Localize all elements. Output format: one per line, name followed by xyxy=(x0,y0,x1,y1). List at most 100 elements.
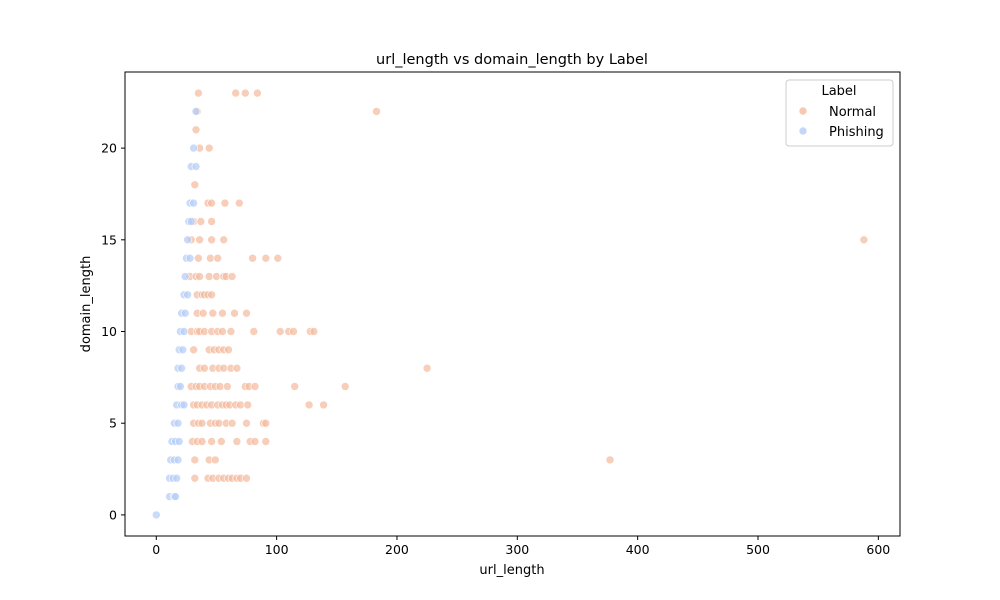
point-normal xyxy=(224,345,233,355)
point-phishing xyxy=(183,235,192,245)
point-normal xyxy=(250,382,260,391)
point-normal xyxy=(304,400,314,410)
point-normal xyxy=(198,308,208,318)
point-normal xyxy=(249,327,259,336)
point-normal xyxy=(422,363,432,373)
y-tick-label: 10 xyxy=(101,324,117,339)
point-normal xyxy=(190,473,200,483)
legend-box xyxy=(785,79,894,147)
point-normal xyxy=(207,198,216,208)
x-tick-label: 600 xyxy=(866,542,890,557)
point-normal xyxy=(208,308,218,318)
point-normal xyxy=(232,363,242,373)
point-phishing xyxy=(191,162,201,171)
point-normal xyxy=(200,327,209,336)
point-normal xyxy=(289,327,298,336)
point-phishing xyxy=(173,455,183,465)
point-normal xyxy=(191,125,201,135)
point-phishing xyxy=(183,290,192,300)
y-axis-label: domain_length xyxy=(79,256,94,353)
point-phishing xyxy=(178,345,188,355)
point-normal xyxy=(220,198,230,208)
point-normal xyxy=(194,253,203,263)
chart-title: url_length vs domain_length by Label xyxy=(376,52,648,68)
point-normal xyxy=(273,253,283,263)
point-normal xyxy=(189,345,198,355)
point-phishing xyxy=(177,363,186,373)
series-phishing xyxy=(152,107,201,520)
point-phishing xyxy=(152,510,161,520)
point-normal xyxy=(190,455,200,465)
x-tick-label: 0 xyxy=(152,542,160,557)
legend-marker-phishing xyxy=(798,126,808,136)
point-normal xyxy=(227,418,237,428)
point-normal xyxy=(190,180,200,190)
x-tick-label: 500 xyxy=(746,542,770,557)
point-normal xyxy=(217,437,226,446)
point-phishing xyxy=(180,272,190,281)
point-phishing xyxy=(185,253,195,263)
point-normal xyxy=(261,418,271,428)
x-tick-label: 400 xyxy=(626,542,650,557)
point-phishing xyxy=(172,473,181,483)
point-phishing xyxy=(171,492,180,501)
point-normal xyxy=(235,198,244,208)
plot-frame xyxy=(124,71,901,537)
point-normal xyxy=(207,235,216,245)
x-tick-label: 100 xyxy=(265,542,289,557)
point-normal xyxy=(227,272,237,281)
x-axis-label: url_length xyxy=(479,563,544,578)
point-normal xyxy=(309,327,319,336)
point-normal xyxy=(243,400,252,410)
point-normal xyxy=(242,308,251,318)
legend-marker-normal xyxy=(798,106,808,116)
point-normal xyxy=(211,455,220,465)
point-phishing xyxy=(179,400,189,410)
point-normal xyxy=(219,235,228,245)
point-normal xyxy=(290,382,300,391)
point-normal xyxy=(261,437,271,446)
x-axis-ticks: 0 100 200 300 400 500 600 xyxy=(152,536,890,557)
point-normal xyxy=(213,253,222,263)
point-normal xyxy=(218,308,227,318)
point-normal xyxy=(219,363,228,373)
y-tick-label: 20 xyxy=(101,141,117,156)
point-normal xyxy=(241,88,250,98)
point-normal xyxy=(253,88,262,98)
y-tick-label: 0 xyxy=(109,507,117,522)
point-normal xyxy=(340,382,350,391)
point-phishing xyxy=(173,418,183,428)
point-normal xyxy=(215,382,225,391)
point-normal xyxy=(319,400,328,410)
point-normal xyxy=(212,272,221,281)
x-tick-label: 200 xyxy=(385,542,409,557)
point-normal xyxy=(605,455,615,465)
point-normal xyxy=(261,253,271,263)
point-normal xyxy=(242,473,251,483)
point-normal xyxy=(236,400,245,410)
point-phishing xyxy=(176,382,185,391)
point-phishing xyxy=(174,437,184,446)
point-normal xyxy=(206,253,215,263)
point-normal xyxy=(207,217,216,226)
point-normal xyxy=(204,272,214,281)
point-normal xyxy=(250,437,260,446)
point-phishing xyxy=(180,308,190,318)
point-phishing xyxy=(179,327,189,336)
point-phishing xyxy=(191,107,201,116)
point-normal xyxy=(372,107,381,116)
point-normal xyxy=(207,290,216,300)
y-tick-label: 5 xyxy=(109,416,117,431)
point-normal xyxy=(196,217,206,226)
points-layer xyxy=(152,88,869,520)
point-normal xyxy=(204,143,214,153)
legend-label-normal: Normal xyxy=(829,105,876,120)
point-normal xyxy=(248,253,257,263)
legend-title: Label xyxy=(821,84,856,99)
point-normal xyxy=(223,382,232,391)
point-normal xyxy=(195,272,204,281)
legend: Label Normal Phishing xyxy=(785,79,894,147)
point-normal xyxy=(232,437,242,446)
point-normal xyxy=(230,308,239,318)
